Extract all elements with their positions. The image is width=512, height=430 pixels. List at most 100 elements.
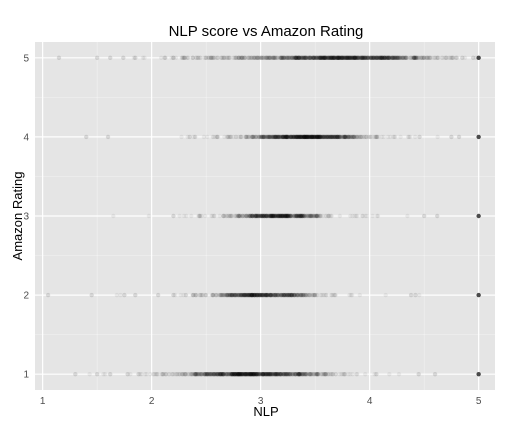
data-point [194, 292, 199, 298]
data-point [317, 134, 322, 140]
data-point [460, 55, 465, 61]
data-point [319, 55, 324, 61]
data-point [240, 55, 245, 61]
data-point [293, 55, 299, 61]
data-point [432, 55, 438, 61]
data-point [296, 55, 302, 61]
data-point [364, 55, 370, 61]
data-point [202, 55, 207, 61]
data-point [260, 134, 266, 140]
data-point [305, 55, 310, 61]
data-point [324, 55, 329, 61]
data-point [421, 55, 427, 61]
data-point [428, 55, 433, 61]
data-point [294, 134, 299, 140]
data-point [208, 55, 213, 61]
data-point [442, 55, 447, 61]
data-point [250, 55, 256, 61]
data-point [369, 55, 374, 61]
data-point [363, 55, 369, 61]
data-point [329, 134, 334, 140]
data-point [357, 55, 362, 61]
data-point [391, 55, 396, 61]
data-point [374, 55, 380, 61]
data-point [384, 55, 389, 61]
data-point [210, 213, 215, 219]
data-point [362, 55, 368, 61]
data-point [411, 55, 417, 61]
data-point [289, 55, 294, 61]
data-point [309, 134, 315, 140]
data-point [336, 55, 341, 61]
data-point [360, 55, 366, 61]
data-point [418, 55, 424, 61]
data-point [315, 134, 320, 140]
data-point [265, 55, 271, 61]
data-point [415, 55, 420, 61]
data-point [293, 55, 298, 61]
data-point [315, 371, 320, 377]
data-point [331, 55, 336, 61]
data-point [347, 55, 352, 61]
data-point [420, 55, 425, 61]
data-point [318, 55, 323, 61]
data-point [325, 55, 330, 61]
data-point [345, 134, 351, 140]
data-point [342, 55, 348, 61]
data-point [239, 55, 244, 61]
data-point [264, 55, 269, 61]
data-point [326, 55, 332, 61]
data-point [413, 55, 419, 61]
data-point [358, 55, 364, 61]
data-point [323, 55, 329, 61]
data-point [412, 134, 418, 140]
data-point [368, 55, 374, 61]
data-point [259, 134, 264, 140]
data-point [340, 55, 345, 61]
data-point [362, 55, 367, 61]
data-point [355, 55, 361, 61]
data-point [408, 55, 413, 61]
data-point [317, 213, 323, 219]
data-point [196, 55, 201, 61]
data-point [309, 134, 315, 140]
data-point [257, 371, 262, 377]
data-point [332, 55, 338, 61]
data-point [332, 134, 337, 140]
data-point [295, 134, 301, 140]
data-point [84, 134, 89, 140]
data-point [331, 55, 336, 61]
data-point [309, 371, 314, 377]
data-point [268, 55, 273, 61]
data-point [271, 134, 277, 140]
data-point [421, 55, 427, 61]
data-point [272, 55, 277, 61]
data-point [287, 213, 292, 219]
data-point [354, 55, 360, 61]
data-point [256, 55, 261, 61]
data-point [350, 55, 355, 61]
data-point [382, 55, 387, 61]
data-point [278, 55, 283, 61]
data-point [395, 55, 401, 61]
data-point [292, 134, 297, 140]
data-point [319, 55, 325, 61]
data-point [190, 55, 196, 61]
data-point [318, 55, 323, 61]
data-point [308, 55, 313, 61]
data-point [386, 55, 391, 61]
data-point [395, 55, 400, 61]
data-point [382, 55, 387, 61]
data-point [336, 134, 341, 140]
data-point [303, 134, 308, 140]
data-point [310, 55, 315, 61]
data-point [374, 371, 379, 377]
data-point [283, 134, 288, 140]
data-point [344, 55, 349, 61]
data-point [355, 55, 361, 61]
data-point [333, 55, 339, 61]
data-point [300, 55, 305, 61]
data-point [274, 134, 280, 140]
data-point [321, 55, 326, 61]
data-point [322, 55, 327, 61]
